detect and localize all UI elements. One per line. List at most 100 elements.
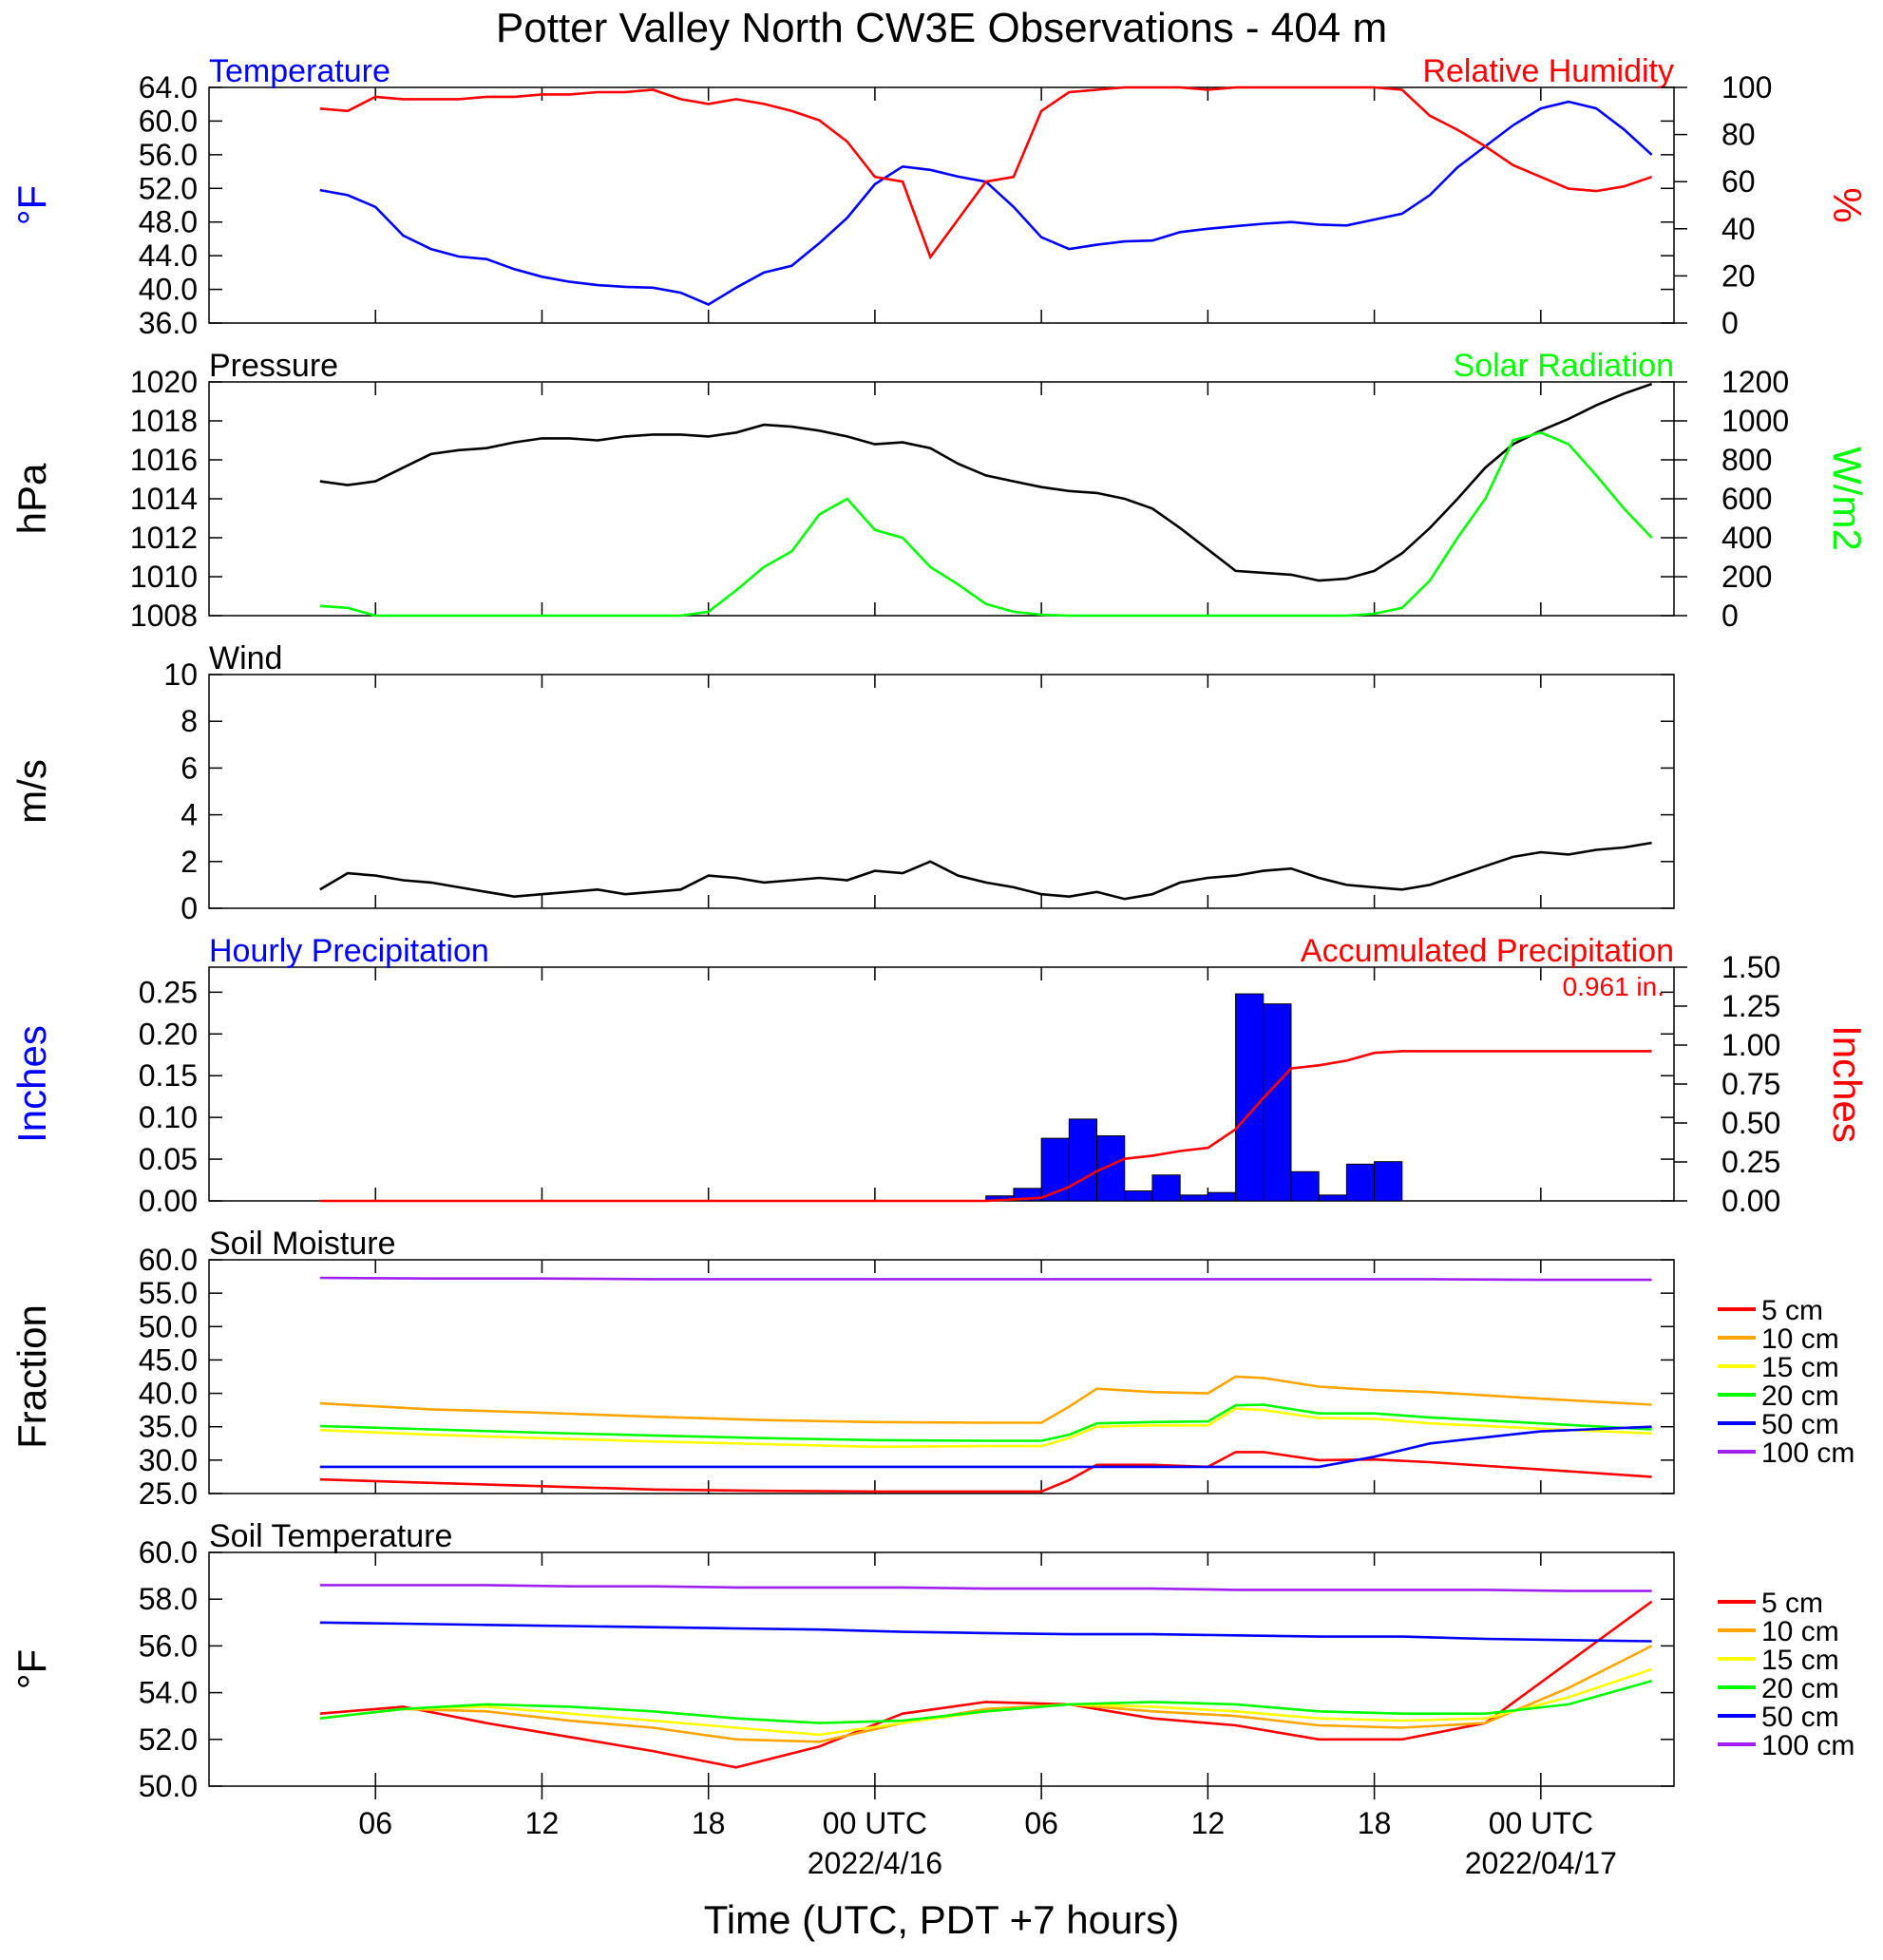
series-line-20-cm [319,1403,1652,1442]
y-tick-label-left: 1010 [130,560,198,594]
y-tick-label-right: 60 [1721,164,1756,199]
y-tick-label-left: 35.0 [139,1410,198,1444]
x-tick-label: 00 UTC [1489,1806,1593,1840]
legend-label: 10 cm [1761,1323,1839,1355]
precip-bar [1290,1170,1320,1202]
series-line-pressure [319,382,1653,582]
series-line-20-cm [319,1680,1652,1724]
x-tick-label: 18 [1358,1806,1392,1840]
y-axis-label-right: % [1825,187,1870,222]
panel-title-left: Pressure [209,348,338,384]
series-line-10-cm [319,1645,1653,1743]
x-axis-label: Time (UTC, PDT +7 hours) [704,1897,1180,1942]
y-tick-label-left: 8 [181,704,198,738]
y-tick-label-right: 400 [1721,521,1772,555]
y-tick-label-right: 100 [1721,70,1772,105]
figure-title: Potter Valley North CW3E Observations - … [496,5,1387,51]
panel-title-right: Accumulated Precipitation [1301,933,1674,969]
series-line-100-cm [319,1584,1652,1592]
y-tick-label-left: 56.0 [139,138,198,172]
series-line-temperature [319,100,1653,306]
series-line-15-cm [319,1407,1652,1449]
legend-label: 15 cm [1761,1645,1839,1676]
y-tick-label-right: 40 [1721,212,1756,246]
panel-frame [208,86,1675,324]
y-tick-label-left: 58.0 [139,1582,198,1616]
x-tick-label: 18 [692,1806,726,1840]
panel-frame [208,966,1675,1202]
panel-5: Soil Temperature 60.0 58.0 56.0 54.0 52.0 50.0… [10,1518,1854,1803]
y-tick-label-right: 0.00 [1721,1184,1780,1218]
panel-frame [208,1551,1675,1787]
series-line-10-cm [319,1375,1652,1424]
legend-label: 5 cm [1761,1588,1823,1619]
panel-title-left: Hourly Precipitation [209,933,489,969]
y-tick-label-right: 200 [1721,560,1772,594]
precip-bar [1068,1118,1098,1202]
y-axis-label-left: °F [10,1649,54,1689]
y-tick-label-left: 50.0 [139,1309,198,1343]
y-tick-label-right: 1.00 [1721,1028,1780,1062]
y-tick-label-left: 10 [163,657,198,692]
series-line-relative-humidity [319,86,1653,260]
legend-label: 5 cm [1761,1295,1823,1326]
y-tick-label-left: 52.0 [139,171,198,205]
y-tick-label-right: 1.50 [1721,950,1780,984]
y-tick-label-left: 36.0 [139,306,198,340]
series-line-accumulated-precipitation [319,1050,1652,1203]
y-tick-label-left: 30.0 [139,1443,198,1477]
y-axis-label-left: °F [10,185,54,225]
y-tick-label-left: 25.0 [139,1476,198,1511]
y-tick-label-right: 1000 [1721,404,1789,438]
panel-frame [208,381,1675,617]
y-tick-label-left: 48.0 [139,205,198,239]
y-axis-label-left: m/s [10,759,54,824]
y-axis-label-right: W/m2 [1825,447,1870,551]
legend-label: 20 cm [1761,1380,1839,1412]
x-tick-label: 12 [525,1806,560,1840]
y-axis-label-left: Inches [10,1025,54,1143]
y-tick-label-right: 1200 [1721,365,1789,399]
accumulated-total-label: 0.961 in. [1563,972,1664,1001]
y-tick-label-left: 0.25 [139,975,198,1009]
y-tick-label-left: 54.0 [139,1676,198,1710]
legend-label: 100 cm [1761,1437,1854,1469]
y-tick-label-left: 44.0 [139,238,198,273]
y-tick-label-left: 0.15 [139,1058,198,1093]
precip-bar [1263,1003,1292,1202]
y-tick-label-right: 800 [1721,443,1772,477]
legend-label: 20 cm [1761,1673,1839,1704]
precip-bar [1179,1194,1208,1202]
y-axis-label-left: hPa [10,463,54,534]
y-tick-label-right: 0.75 [1721,1067,1780,1101]
precip-bar [1374,1161,1403,1202]
y-tick-label-left: 40.0 [139,1377,198,1411]
x-tick-label: 06 [1024,1806,1058,1840]
y-tick-label-left: 60.0 [139,104,198,138]
panels-group: Temperature Relative Humidity64.060.056.0… [10,53,1870,1880]
y-tick-label-left: 60.0 [139,1243,198,1277]
y-tick-label-left: 64.0 [139,70,198,105]
y-tick-label-left: 60.0 [139,1535,198,1570]
precip-bar [1124,1189,1153,1202]
y-tick-label-right: 80 [1721,118,1756,152]
x-tick-label: 00 UTC [823,1806,927,1840]
y-tick-label-right: 0 [1721,306,1739,340]
y-tick-label-left: 0.05 [139,1142,198,1176]
y-tick-label-left: 4 [181,798,198,832]
y-tick-label-right: 0.25 [1721,1145,1780,1179]
series-line-solar-radiation [319,430,1653,618]
panel-title-right: Solar Radiation [1454,348,1674,384]
y-tick-label-left: 50.0 [139,1769,198,1803]
y-tick-label-left: 0 [181,891,198,925]
panel-title-left: Soil Moisture [209,1226,396,1262]
precip-bar [1207,1191,1237,1202]
precip-bar [1235,993,1265,1202]
panel-title-right: Relative Humidity [1422,53,1674,89]
legend-label: 50 cm [1761,1702,1839,1733]
precip-bar [1318,1194,1347,1202]
y-tick-label-right: 0 [1721,599,1739,633]
y-tick-label-left: 1018 [130,404,198,438]
y-tick-label-left: 55.0 [139,1276,198,1310]
series-line-100-cm [319,1276,1652,1282]
